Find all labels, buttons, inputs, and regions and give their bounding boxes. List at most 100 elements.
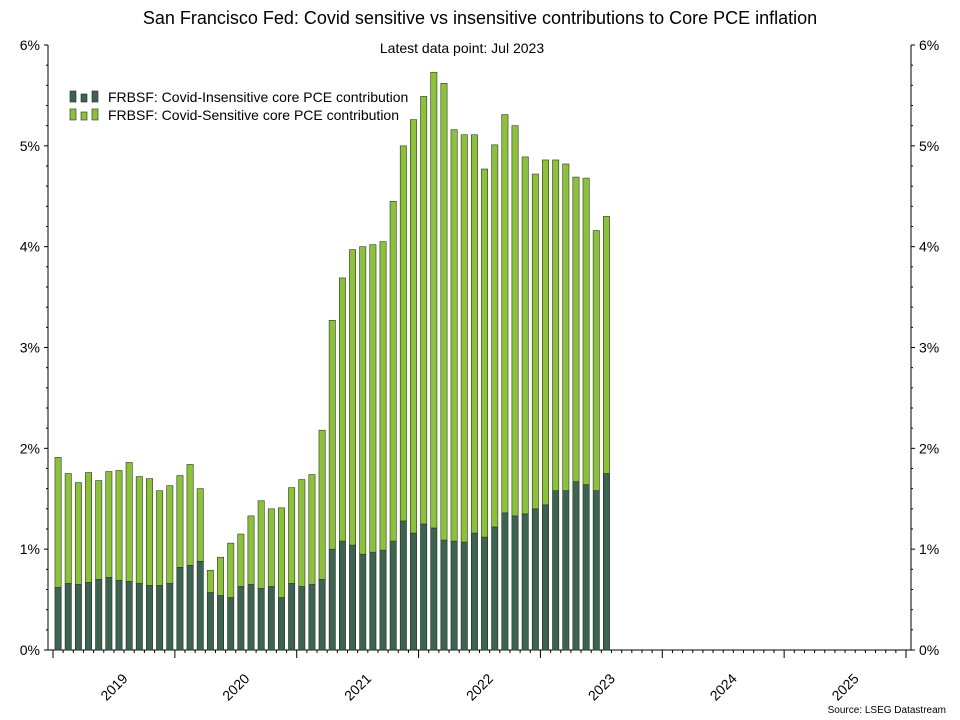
legend-label-sensitive: FRBSF: Covid-Sensitive core PCE contribu…: [108, 107, 399, 123]
bar-sensitive: [135, 476, 143, 584]
bar-sensitive: [105, 471, 113, 578]
x-tick-label: 2024: [707, 670, 740, 703]
y-left-tick-label: 5%: [20, 138, 40, 154]
y-right-tick-label: 1%: [919, 541, 939, 557]
bar-sensitive: [166, 485, 174, 584]
bar-sensitive: [501, 114, 509, 514]
bar-insensitive: [460, 541, 468, 651]
y-right-tick-label: 6%: [919, 37, 939, 53]
bar-insensitive: [64, 583, 72, 651]
bar-insensitive: [592, 490, 600, 651]
bar-sensitive: [491, 144, 499, 528]
x-axis-ticks: 2019 2020 2021 2022 2023 2024 2025: [52, 650, 907, 704]
bar-insensitive: [146, 585, 153, 651]
bar-insensitive: [369, 551, 377, 651]
y-left-tick-label: 4%: [20, 239, 40, 255]
y-right-tick-label: 3%: [919, 340, 939, 356]
y-left-tick-label: 3%: [20, 340, 40, 356]
bar-insensitive: [440, 539, 448, 651]
bar-insensitive: [237, 586, 245, 651]
bar-insensitive: [196, 560, 204, 651]
bar-sensitive: [237, 533, 245, 587]
bar-sensitive: [85, 472, 92, 583]
bar-insensitive: [186, 564, 194, 651]
bar-insensitive: [511, 515, 519, 651]
bar-insensitive: [288, 583, 296, 651]
bar-sensitive: [328, 319, 336, 550]
chart-subtitle: Latest data point: Jul 2023: [380, 40, 544, 56]
bar-sensitive: [521, 156, 529, 515]
y-right-tick-label: 4%: [919, 239, 939, 255]
bar-sensitive: [399, 145, 407, 522]
legend-swatch-bar: [80, 111, 88, 121]
bar-sensitive: [420, 96, 428, 525]
bar-insensitive: [156, 585, 164, 651]
bar-insensitive: [135, 583, 143, 651]
y-left-tick-label: 6%: [20, 37, 40, 53]
bar-sensitive: [176, 475, 184, 568]
bar-insensitive: [542, 504, 549, 651]
bar-sensitive: [531, 173, 539, 510]
bar-sensitive: [481, 168, 489, 538]
y-left-tick-label: 2%: [20, 440, 40, 456]
chart-title: San Francisco Fed: Covid sensitive vs in…: [143, 8, 817, 28]
bar-sensitive: [115, 470, 123, 581]
bar-sensitive: [450, 129, 458, 542]
bar-sensitive: [552, 159, 560, 491]
y-axis-right-ticks: 0% 1% 2% 3% 4% 5% 6%: [911, 37, 939, 658]
bar-insensitive: [308, 584, 316, 651]
bar-insensitive: [430, 527, 438, 651]
bar-insensitive: [470, 532, 478, 651]
legend-swatch-bar: [69, 90, 77, 103]
y-right-tick-label: 2%: [919, 440, 939, 456]
legend-item-insensitive: FRBSF: Covid-Insensitive core PCE contri…: [69, 89, 408, 105]
bar-insensitive: [125, 581, 133, 651]
bar-insensitive: [338, 540, 346, 651]
bar-sensitive: [542, 159, 549, 506]
bars-group: [54, 71, 610, 651]
bar-insensitive: [552, 490, 560, 651]
bar-sensitive: [389, 200, 397, 542]
bar-sensitive: [592, 230, 600, 491]
legend-item-sensitive: FRBSF: Covid-Sensitive core PCE contribu…: [69, 107, 399, 123]
bar-sensitive: [318, 429, 326, 580]
bar-sensitive: [602, 216, 610, 474]
bar-insensitive: [247, 584, 255, 651]
source-note: Source: LSEG Datastream: [828, 705, 946, 716]
bar-insensitive: [349, 544, 357, 651]
bar-insensitive: [410, 532, 417, 651]
bar-insensitive: [359, 553, 367, 651]
bar-sensitive: [227, 542, 235, 598]
bar-sensitive: [74, 482, 82, 585]
bar-sensitive: [146, 478, 153, 586]
x-tick-label: 2022: [463, 670, 496, 703]
y-right-tick-label: 0%: [919, 642, 939, 658]
bar-sensitive: [95, 480, 103, 580]
bar-insensitive: [501, 512, 509, 651]
bar-insensitive: [206, 592, 214, 651]
bar-sensitive: [125, 462, 133, 582]
legend-swatch-sensitive: [69, 108, 99, 121]
legend-swatch-bar: [80, 93, 88, 103]
bar-sensitive: [257, 500, 265, 589]
bar-insensitive: [227, 597, 235, 651]
bar-insensitive: [217, 595, 225, 651]
bar-insensitive: [115, 580, 123, 651]
legend-label-insensitive: FRBSF: Covid-Insensitive core PCE contri…: [108, 89, 408, 105]
legend-swatch-bar: [91, 108, 99, 121]
bar-sensitive: [572, 176, 580, 482]
bar-sensitive: [562, 163, 570, 491]
bar-sensitive: [369, 244, 377, 553]
bar-insensitive: [105, 577, 113, 651]
bar-sensitive: [196, 488, 204, 562]
bar-sensitive: [430, 71, 438, 529]
bar-sensitive: [359, 246, 367, 555]
bar-sensitive: [156, 490, 164, 586]
bar-sensitive: [511, 125, 519, 517]
bar-insensitive: [176, 567, 184, 651]
bar-sensitive: [298, 479, 306, 587]
legend-swatch-bar: [91, 90, 99, 103]
bar-sensitive: [247, 515, 255, 585]
x-tick-label: 2020: [219, 670, 252, 703]
